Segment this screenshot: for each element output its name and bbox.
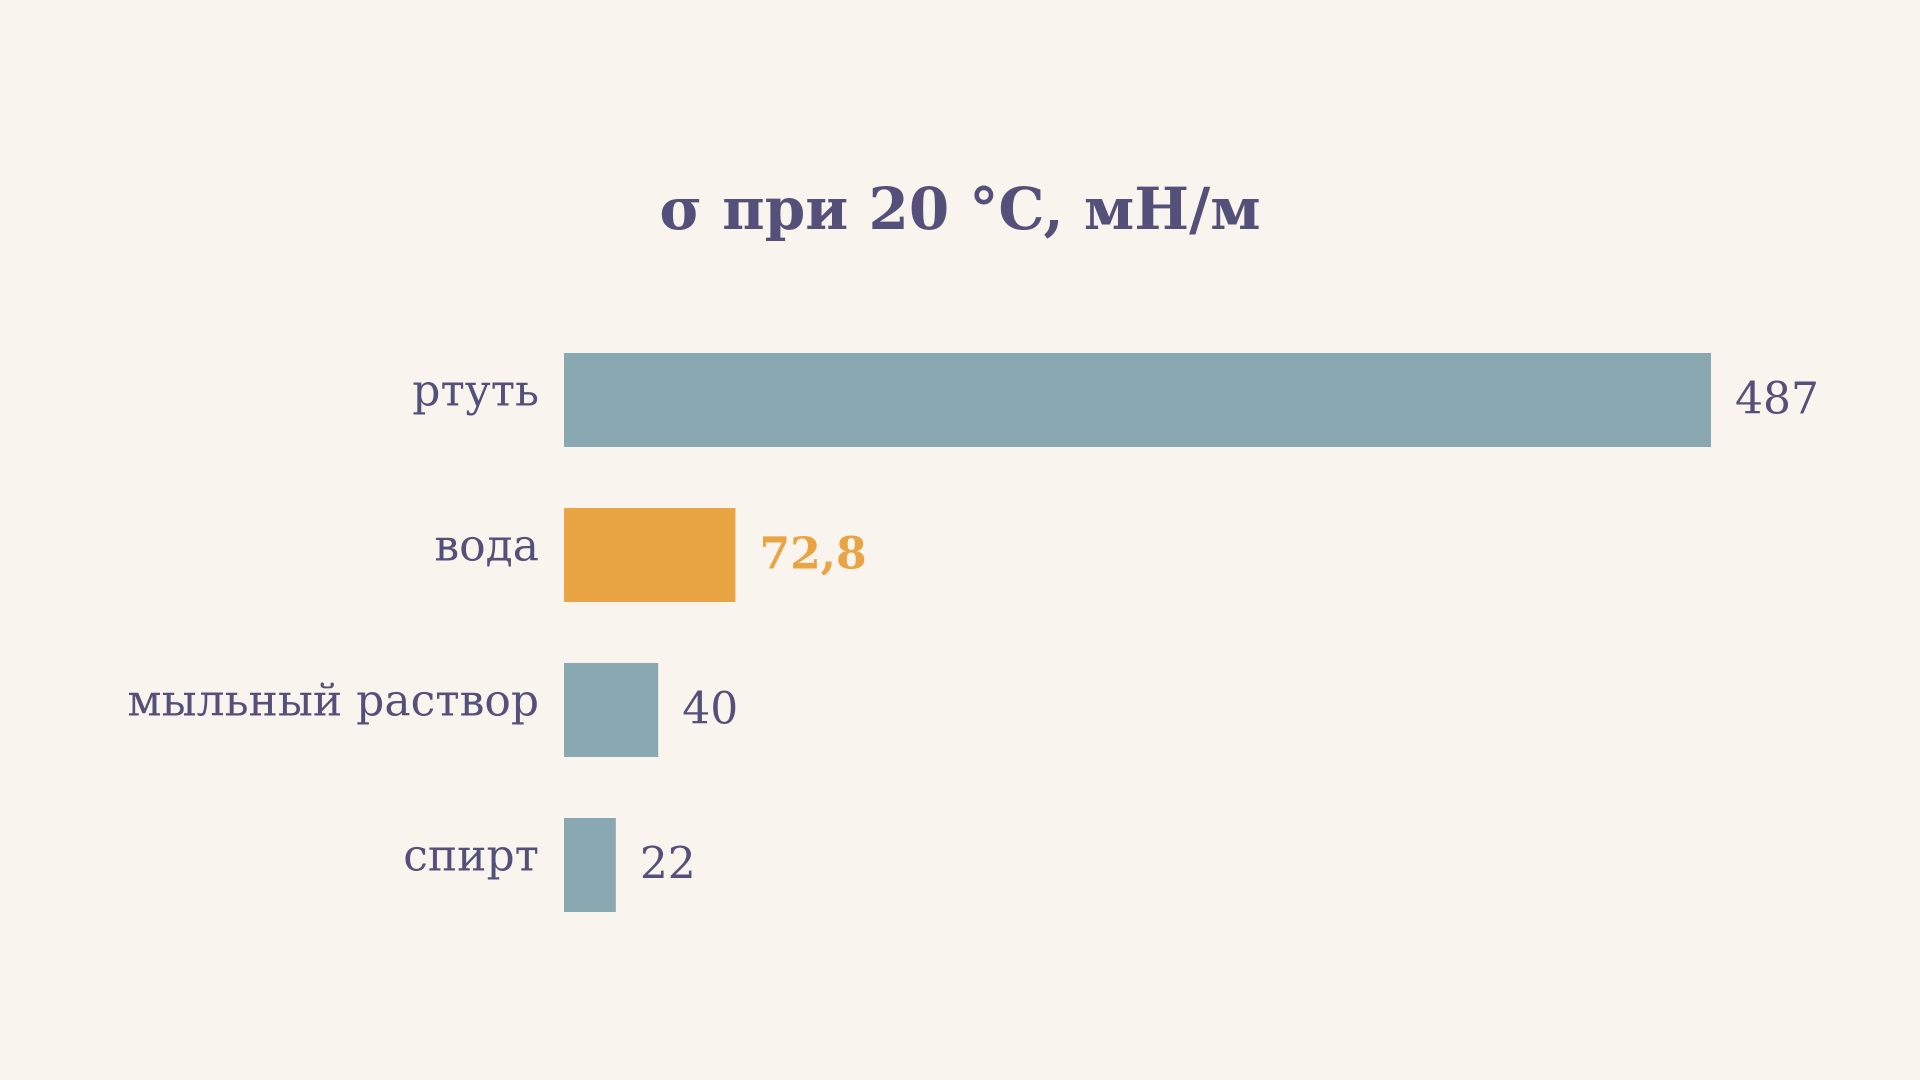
bar <box>564 818 616 912</box>
category-label: вода <box>434 521 539 572</box>
category-label: спирт <box>403 831 539 882</box>
bar <box>564 663 659 757</box>
value-label: 487 <box>1735 374 1819 425</box>
category-label: ртуть <box>412 366 539 417</box>
category-label: мыльный раствор <box>127 676 539 727</box>
chart-title: σ при 20 °C, мН/м <box>659 175 1260 243</box>
value-label: 40 <box>682 684 738 735</box>
value-label: 72,8 <box>759 529 866 580</box>
bar <box>564 508 736 602</box>
value-label: 22 <box>640 839 696 890</box>
bar <box>564 353 1711 447</box>
